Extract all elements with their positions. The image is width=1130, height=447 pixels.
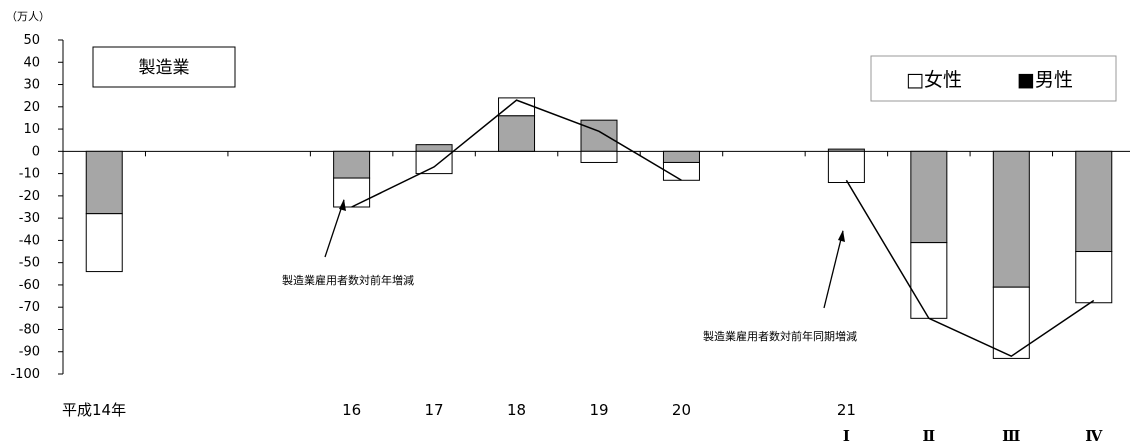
y-tick-label: -50	[19, 256, 40, 271]
bar-male	[580, 119, 618, 152]
y-axis-unit: （万人）	[6, 10, 50, 23]
legend-item-male: ■男性	[1017, 69, 1073, 91]
y-tick-labels: 50 40 30 20 10 0 -10 -20 -30 -40 -50 -60 -70 -80 -90 -1…	[10, 33, 40, 382]
x-category-label: 19	[589, 401, 608, 419]
y-tick-label: 0	[32, 144, 40, 159]
annotation-annual-label: 製造業雇用者数対前年増減	[282, 273, 414, 287]
x-quarter-label: Ⅱ	[923, 427, 936, 445]
title-box: 製造業	[92, 46, 236, 88]
annotation-annual: 製造業雇用者数対前年増減	[282, 199, 414, 287]
bars	[85, 97, 1113, 359]
bar-female	[992, 286, 1030, 359]
x-quarter-label: Ⅲ	[1002, 427, 1020, 445]
y-tick-label: -60	[19, 278, 40, 293]
annotation-quarterly-label: 製造業雇用者数対前年同期増減	[703, 329, 857, 343]
line-quarterly-change	[845, 179, 1095, 358]
y-tick-label: -70	[19, 300, 40, 315]
y-tick-label: -90	[19, 345, 40, 360]
y-tick-label: -100	[10, 367, 40, 382]
trend-lines	[351, 99, 1095, 358]
bar-male	[333, 150, 371, 179]
bar-male	[415, 144, 453, 152]
bar-male	[85, 150, 123, 215]
bar-male	[992, 150, 1030, 288]
x-quarter-label: Ⅰ	[843, 427, 850, 445]
bar-female	[910, 242, 948, 319]
bar-female	[662, 161, 700, 181]
bar-male	[662, 150, 700, 163]
bar-female	[333, 177, 371, 208]
x-quarter-label: Ⅳ	[1085, 427, 1103, 445]
x-category-label: 17	[425, 401, 444, 419]
bar-female	[580, 150, 618, 163]
y-tick-label: 30	[23, 78, 40, 93]
x-category-label: 21	[837, 401, 856, 419]
legend-item-female: □女性	[906, 69, 962, 91]
x-category-label: 20	[672, 401, 691, 419]
x-category-label: 18	[507, 401, 526, 419]
y-tick-label: -40	[19, 233, 40, 248]
bar-female	[85, 213, 123, 273]
bar-female	[1075, 251, 1113, 304]
bar-male	[1075, 150, 1113, 253]
x-tick-labels: 平成14年 16 17 18 19 20 21 Ⅰ Ⅱ Ⅲ Ⅳ	[62, 401, 1103, 445]
y-tick-label: 20	[23, 100, 40, 115]
y-tick-label: -30	[19, 211, 40, 226]
y-tick-label: -20	[19, 189, 40, 204]
bar-female	[415, 150, 453, 175]
bar-female	[827, 150, 865, 184]
y-tick-label: -80	[19, 322, 40, 337]
y-tick-label: 50	[23, 33, 40, 48]
x-category-label: 16	[342, 401, 361, 419]
y-tick-label: 40	[23, 55, 40, 70]
x-category-label: 平成14年	[62, 401, 126, 419]
legend: □女性 ■男性	[870, 55, 1117, 102]
y-tick-label: -10	[19, 167, 40, 182]
line-annual-change	[351, 99, 682, 208]
annotation-quarterly: 製造業雇用者数対前年同期増減	[703, 230, 857, 343]
y-tick-label: 10	[23, 122, 40, 137]
bar-male	[498, 115, 536, 152]
bar-male	[910, 150, 948, 244]
chart-title: 製造業	[139, 58, 190, 78]
